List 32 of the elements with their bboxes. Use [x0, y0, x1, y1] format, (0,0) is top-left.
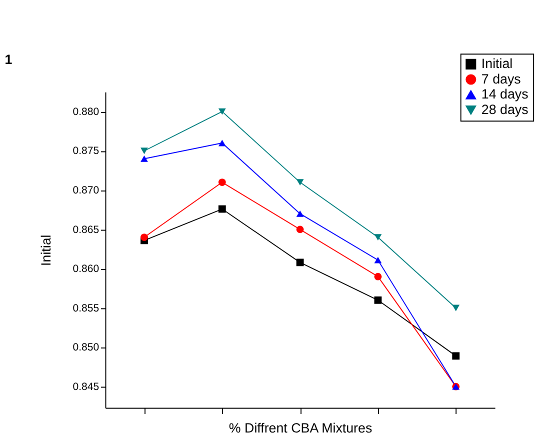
legend-label: 14 days: [481, 86, 529, 102]
legend-label: 28 days: [481, 102, 529, 117]
point: [374, 234, 382, 241]
y-axis-title: Initial: [38, 234, 54, 266]
point: [296, 179, 304, 186]
text: 1: [4, 52, 13, 68]
point: [218, 178, 226, 186]
point: [140, 156, 148, 162]
point: [296, 258, 304, 266]
y-tick-label: 0.850: [72, 342, 100, 354]
legend-label: 7 days: [481, 71, 522, 86]
point: [296, 226, 304, 234]
y-tick-label: 0.875: [72, 145, 100, 158]
y-tick-label: 0.880: [72, 106, 100, 118]
point: [374, 296, 382, 304]
legend-label: Initial: [481, 56, 513, 72]
y-tick-label: 0.855: [72, 302, 100, 314]
point: [140, 148, 148, 154]
y-tick-label: 0.860: [72, 263, 100, 276]
point: [140, 234, 148, 241]
y-tick-label: 0.870: [72, 184, 100, 196]
point: [218, 140, 226, 146]
x-axis-title: % Diffrent CBA Mixtures: [228, 420, 372, 436]
point: [374, 272, 382, 280]
y-tick-label: 0.865: [72, 224, 100, 236]
point: [374, 256, 382, 264]
y-tick-label: 0.845: [72, 380, 100, 393]
point: [218, 205, 226, 213]
point: [296, 210, 304, 217]
point: [452, 352, 460, 360]
point: [452, 304, 460, 312]
point: [218, 108, 226, 115]
